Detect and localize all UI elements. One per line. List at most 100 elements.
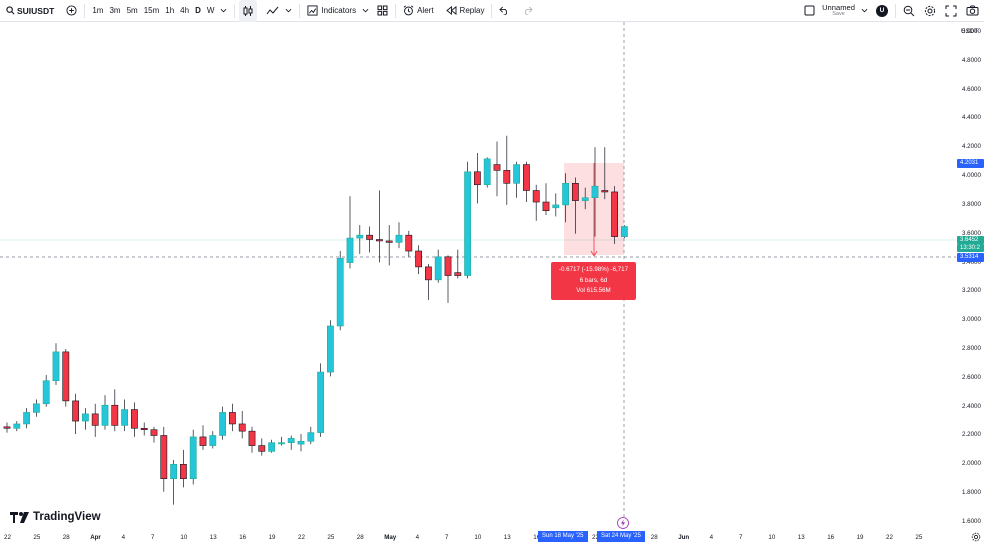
chevron-down-icon — [861, 8, 868, 13]
candle-body — [464, 171, 471, 276]
replay-label: Replay — [459, 6, 485, 15]
interval-dropdown[interactable] — [217, 0, 230, 22]
chevron-down-icon — [220, 8, 227, 13]
time-tick: 7 — [445, 534, 449, 541]
candle-body — [532, 190, 540, 203]
layout-dropdown[interactable] — [858, 0, 871, 22]
time-tick: 16 — [239, 534, 247, 541]
avatar: U — [876, 4, 888, 17]
interval-15m[interactable]: 15m — [143, 6, 160, 15]
layout-name: Unnamed — [822, 2, 855, 12]
price-tick: 4.6000 — [962, 85, 981, 93]
candle-body — [620, 226, 628, 237]
countdown-badge: 13:30:2 — [957, 244, 984, 252]
time-tick: 13 — [797, 534, 805, 541]
snapshot-button[interactable] — [963, 0, 982, 22]
alert-button[interactable]: Alert — [400, 0, 436, 22]
price-tick: 5.0000 — [962, 28, 981, 35]
price-scale[interactable]: USDT 5.0000 4.8000 4.6000 4.4000 4.2000 4.000… — [956, 22, 984, 530]
measure-tooltip: -0.6717 (-15.98%) -6,717 6 bars, 6d Vol … — [551, 262, 636, 300]
indicators-button[interactable]: Indicators — [304, 0, 359, 22]
chart-canvas[interactable] — [0, 22, 956, 530]
compare-symbol-button[interactable] — [63, 0, 80, 22]
candle-body — [248, 430, 256, 446]
time-settings-button[interactable] — [971, 532, 981, 544]
candle-body — [189, 436, 197, 480]
replay-button[interactable]: Replay — [443, 0, 488, 22]
candle-body — [473, 171, 481, 186]
candle-body — [513, 164, 520, 184]
candle-body — [121, 409, 128, 426]
candle-body — [3, 426, 11, 429]
templates-button[interactable] — [374, 0, 391, 22]
price-tick: 1.6000 — [962, 517, 981, 525]
logo-text: TradingView — [33, 511, 101, 523]
layout-menu[interactable]: Unnamed Save — [801, 0, 858, 22]
line-chart-type-button[interactable] — [263, 0, 282, 22]
price-tick: 3.4000 — [962, 258, 981, 266]
price-tick: 2.4000 — [962, 402, 981, 410]
grid-icon — [377, 5, 388, 16]
candle-body — [346, 237, 354, 263]
toolbar-divider — [491, 3, 493, 18]
candle-body — [62, 351, 70, 402]
indicators-icon — [307, 5, 318, 16]
redo-button[interactable] — [519, 0, 536, 22]
time-tick: 25 — [915, 534, 923, 541]
fullscreen-button[interactable] — [942, 0, 960, 22]
price-tick: 2.2000 — [962, 431, 981, 439]
candle-body — [317, 371, 324, 433]
layout-name-block: Unnamed Save — [822, 2, 855, 18]
price-tick: 4.0000 — [962, 172, 981, 180]
candle-body — [356, 234, 364, 239]
candle-body — [82, 413, 89, 422]
interval-4h[interactable]: 4h — [180, 6, 190, 15]
interval-1h[interactable]: 1h — [165, 6, 175, 15]
symbol-search[interactable]: SUIUSDT — [0, 0, 57, 22]
candle-body — [229, 412, 236, 425]
candle-body — [562, 183, 569, 206]
candle-body — [209, 435, 217, 446]
candle-body — [131, 409, 138, 429]
lightning-icon[interactable] — [617, 517, 629, 529]
user-avatar[interactable]: U — [873, 0, 891, 22]
undo-button[interactable] — [496, 0, 513, 22]
line-chart-icon — [266, 6, 279, 16]
settings-button[interactable] — [921, 0, 939, 22]
candles-chart-type-button[interactable] — [239, 0, 258, 22]
interval-3m[interactable]: 3m — [109, 6, 121, 15]
time-tick: 25 — [33, 534, 41, 541]
price-tick: 2.6000 — [962, 373, 981, 381]
candle-body — [277, 442, 285, 445]
candle-body — [542, 201, 550, 211]
candle-body — [405, 234, 413, 252]
chart-pane[interactable] — [0, 22, 956, 530]
interval-1m[interactable]: 1m — [92, 6, 104, 15]
candle-body — [493, 164, 501, 171]
indicators-label: Indicators — [321, 6, 357, 15]
alert-label: Alert — [417, 6, 434, 15]
alarm-clock-icon — [403, 5, 414, 16]
price-scale-currency: USDT — [961, 28, 978, 35]
time-tick: 4 — [415, 534, 420, 541]
candle-body — [13, 423, 21, 429]
tradingview-logo[interactable]: TradingView — [10, 511, 101, 523]
interval-d[interactable]: D — [195, 6, 201, 15]
chart-type-dropdown[interactable] — [282, 0, 295, 22]
price-tick: 4.2000 — [962, 143, 981, 151]
chevron-down-icon — [285, 8, 292, 13]
quick-search-button[interactable] — [900, 0, 918, 22]
price-tick: 1.8000 — [962, 489, 981, 497]
save-label: Save — [832, 10, 845, 17]
indicators-dropdown[interactable] — [359, 0, 372, 22]
candle-body — [611, 191, 618, 237]
time-tick: 22 — [4, 534, 11, 541]
time-tick: Apr — [90, 534, 101, 541]
interval-5m[interactable]: 5m — [126, 6, 138, 15]
gear-icon — [971, 532, 981, 544]
gear-icon — [924, 5, 936, 17]
candle-body — [601, 190, 609, 193]
time-scale[interactable]: 22 25 28 Apr 4 7 10 13 16 19 22 25 28 May 4 7 10 13 16 19 22… — [0, 530, 984, 548]
interval-w[interactable]: W — [206, 6, 215, 15]
